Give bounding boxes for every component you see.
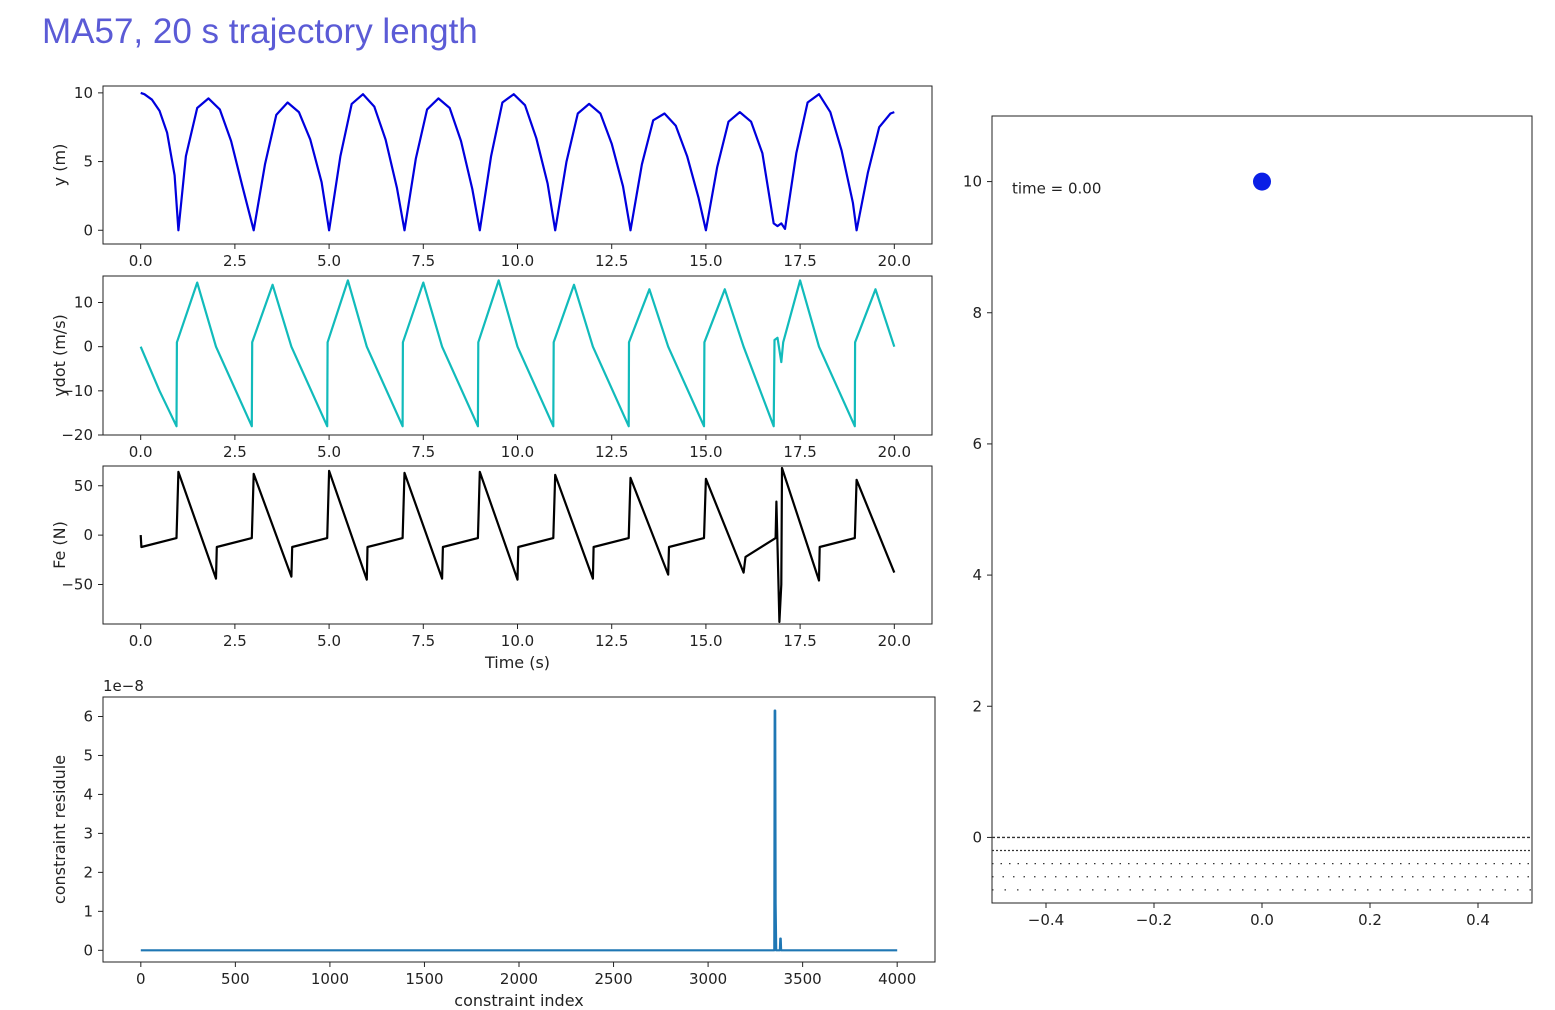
x-tick-label: 7.5 bbox=[411, 252, 435, 270]
x-tick-label: 4000 bbox=[878, 970, 916, 988]
x-tick-label: 0.2 bbox=[1358, 911, 1382, 929]
x-tick-label: 500 bbox=[221, 970, 250, 988]
y-tick-label: 10 bbox=[74, 84, 93, 102]
y-tick-label: 4 bbox=[83, 785, 93, 803]
y-axis-label: Fe (N) bbox=[50, 521, 69, 569]
y-axis-label: constraint residule bbox=[50, 755, 69, 904]
x-tick-label: 0.0 bbox=[129, 632, 153, 650]
x-axis-label: constraint index bbox=[454, 991, 583, 1010]
chart-y: 0.0 2.5 5.0 7.5 10.0 12.5 15.0 17.5 20.0 0 5 10 y (m… bbox=[50, 84, 933, 270]
x-tick-label: 7.5 bbox=[411, 632, 435, 650]
x-tick-label: 12.5 bbox=[595, 443, 628, 461]
y-tick-label: 2 bbox=[972, 697, 982, 715]
x-tick-label: 10.0 bbox=[501, 632, 534, 650]
plot-frame bbox=[102, 85, 933, 245]
series-line-fe bbox=[139, 466, 896, 624]
x-tick-label: 0 bbox=[136, 970, 146, 988]
time-annotation: time = 0.00 bbox=[1012, 180, 1101, 198]
x-tick-label: 0.0 bbox=[129, 252, 153, 270]
x-tick-label: 15.0 bbox=[689, 632, 722, 650]
y-tick-label: 0 bbox=[83, 526, 93, 544]
x-tick-label: −0.2 bbox=[1136, 911, 1172, 929]
y-offset-label: 1e−8 bbox=[103, 677, 144, 695]
x-tick-label: 5.0 bbox=[317, 632, 341, 650]
y-tick-label: 10 bbox=[74, 294, 93, 312]
y-tick-label: 0 bbox=[83, 338, 93, 356]
chart-fe: 0.0 2.5 5.0 7.5 10.0 12.5 15.0 17.5 20.0 −50 0 50 Ti… bbox=[50, 465, 933, 672]
x-tick-label: 1500 bbox=[405, 970, 443, 988]
x-tick-label: 17.5 bbox=[783, 252, 816, 270]
plot-frame bbox=[102, 275, 933, 436]
y-tick-label: 5 bbox=[83, 153, 93, 171]
x-tick-label: 2.5 bbox=[223, 252, 247, 270]
y-tick-label: 0 bbox=[83, 941, 93, 959]
x-tick-label: 10.0 bbox=[501, 252, 534, 270]
chart-residue: 0 500 1000 1500 2000 2500 3000 3500 4000 0 1 2 3 4 5 6 c… bbox=[50, 677, 936, 1010]
x-tick-label: 15.0 bbox=[689, 443, 722, 461]
x-tick-label: 7.5 bbox=[411, 443, 435, 461]
y-tick-label: 5 bbox=[83, 746, 93, 764]
x-tick-label: 3000 bbox=[689, 970, 727, 988]
x-tick-label: 5.0 bbox=[317, 252, 341, 270]
series-line-ydot bbox=[139, 279, 896, 428]
x-tick-label: 10.0 bbox=[501, 443, 534, 461]
x-tick-label: 12.5 bbox=[595, 632, 628, 650]
x-tick-label: 3500 bbox=[784, 970, 822, 988]
y-tick-label: −50 bbox=[61, 576, 93, 594]
x-tick-label: 20.0 bbox=[878, 252, 911, 270]
plot-frame bbox=[991, 115, 1533, 904]
x-tick-label: 17.5 bbox=[783, 632, 816, 650]
y-tick-label: −10 bbox=[61, 382, 93, 400]
plot-frame bbox=[102, 696, 936, 963]
ball-marker bbox=[1253, 172, 1271, 191]
x-tick-label: 0.4 bbox=[1466, 911, 1490, 929]
y-tick-label: 50 bbox=[74, 477, 93, 495]
x-tick-label: 1000 bbox=[311, 970, 349, 988]
series-line-residue bbox=[140, 709, 898, 952]
x-axis-label: Time (s) bbox=[484, 653, 550, 672]
x-tick-label: 2000 bbox=[500, 970, 538, 988]
y-tick-label: 8 bbox=[972, 304, 982, 322]
series-line-y bbox=[140, 91, 895, 232]
x-tick-label: 17.5 bbox=[783, 443, 816, 461]
x-tick-label: 15.0 bbox=[689, 252, 722, 270]
x-tick-label: 2.5 bbox=[223, 443, 247, 461]
x-tick-label: 5.0 bbox=[317, 443, 341, 461]
y-axis-label: y (m) bbox=[50, 144, 69, 187]
chart-animation: −0.4 −0.2 0.0 0.2 0.4 0 2 4 6 8 10 time = 0.00 bbox=[963, 115, 1533, 929]
slide-title: MA57, 20 s trajectory length bbox=[42, 12, 478, 51]
x-tick-label: 2500 bbox=[594, 970, 632, 988]
x-tick-label: 12.5 bbox=[595, 252, 628, 270]
x-tick-label: 2.5 bbox=[223, 632, 247, 650]
y-tick-label: 1 bbox=[83, 902, 93, 920]
x-tick-label: −0.4 bbox=[1028, 911, 1064, 929]
y-tick-label: 2 bbox=[83, 863, 93, 881]
y-axis-label: ydot (m/s) bbox=[50, 314, 69, 397]
y-tick-label: 6 bbox=[972, 435, 982, 453]
y-tick-label: 10 bbox=[963, 173, 982, 191]
y-tick-label: 6 bbox=[83, 707, 93, 725]
x-tick-label: 0.0 bbox=[129, 443, 153, 461]
y-tick-label: 4 bbox=[972, 566, 982, 584]
chart-ydot: 0.0 2.5 5.0 7.5 10.0 12.5 15.0 17.5 20.0 −20 −10 0 1… bbox=[50, 275, 933, 461]
y-tick-label: 0 bbox=[83, 221, 93, 239]
y-tick-label: 3 bbox=[83, 824, 93, 842]
y-tick-label: 0 bbox=[972, 828, 982, 846]
x-tick-label: 20.0 bbox=[878, 443, 911, 461]
y-tick-label: −20 bbox=[61, 426, 93, 444]
x-tick-label: 20.0 bbox=[878, 632, 911, 650]
x-tick-label: 0.0 bbox=[1250, 911, 1274, 929]
